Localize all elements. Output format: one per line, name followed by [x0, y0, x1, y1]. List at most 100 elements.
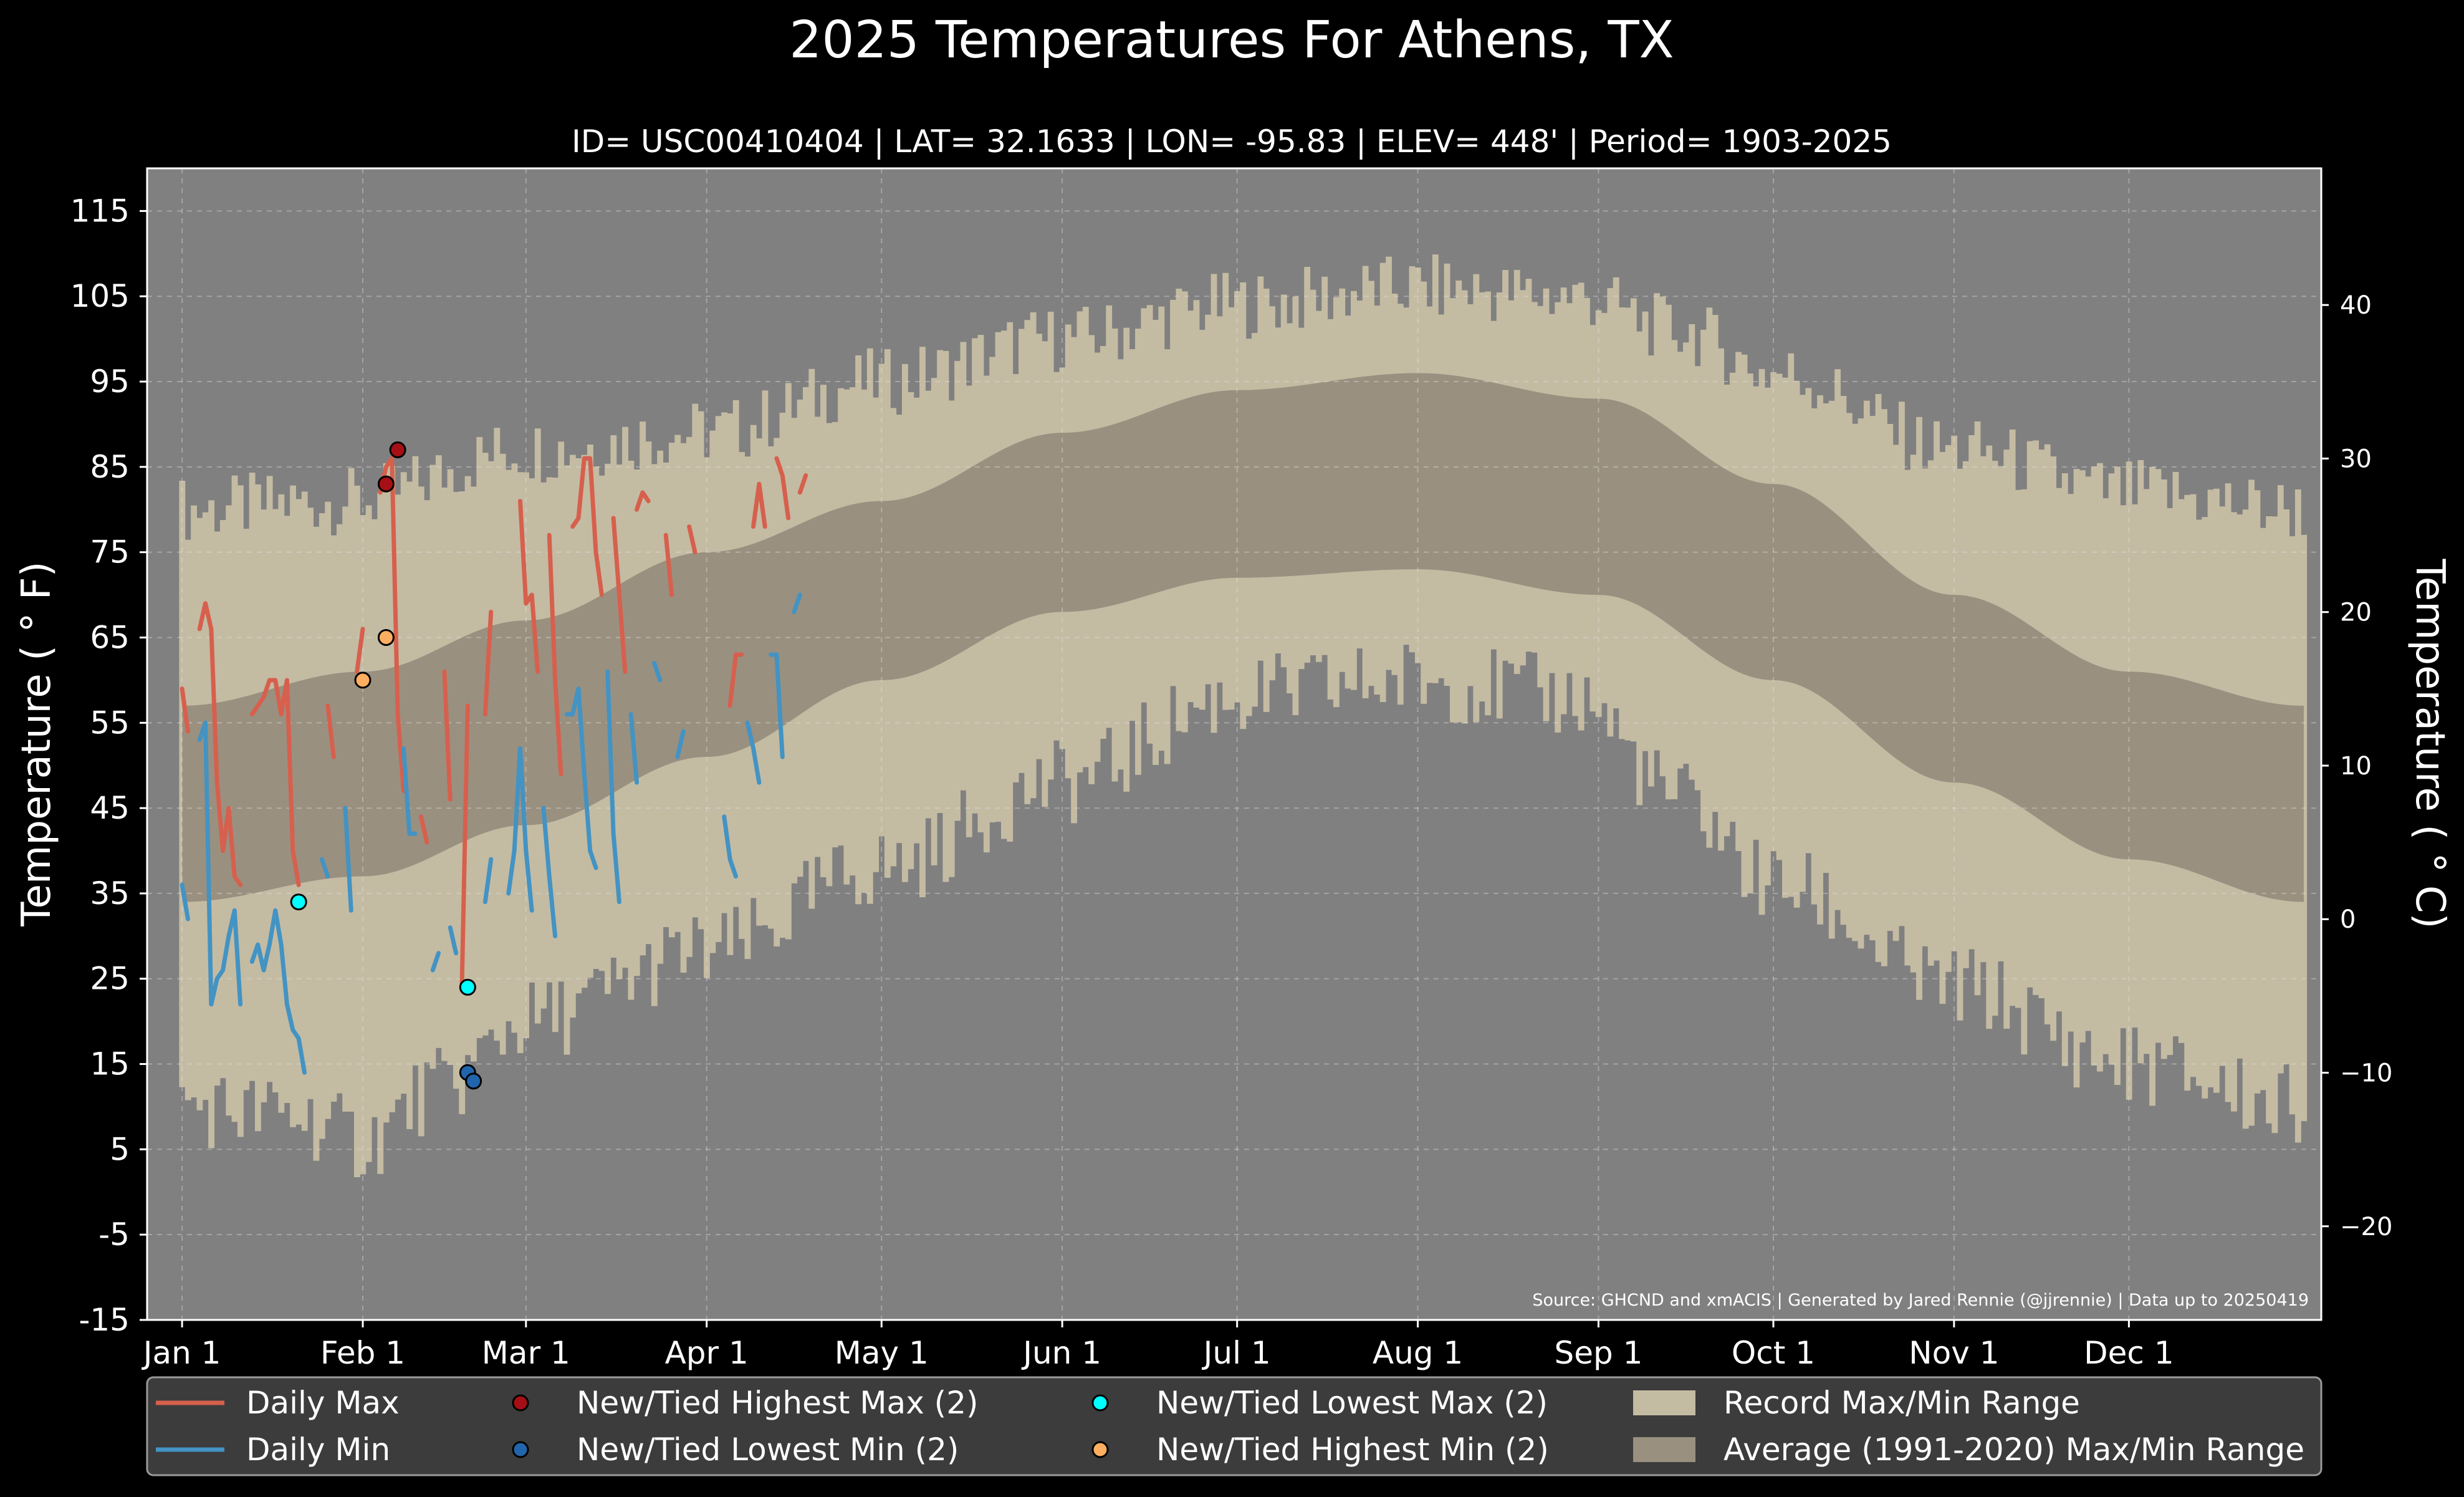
series-segment: [517, 499, 540, 674]
series-segment: [564, 686, 598, 870]
y-right-tick-label: 30: [2340, 445, 2372, 473]
legend-label: Record Max/Min Range: [1723, 1385, 2080, 1421]
y-tick-label: 85: [90, 449, 130, 485]
series-segment: [774, 456, 791, 521]
series-daily-max: [180, 456, 808, 989]
record-range-bar: [2301, 534, 2308, 1122]
legend-item: Average (1991-2020) Max/Min Range: [1633, 1432, 2304, 1468]
record-marker: [290, 893, 307, 911]
x-tick-label: Apr 1: [665, 1335, 749, 1371]
series-segment: [663, 532, 674, 597]
legend-marker-swatch: [512, 1394, 529, 1412]
legend-item: Daily Min: [156, 1432, 390, 1468]
y-tick-label: 95: [90, 363, 130, 400]
series-segment: [792, 592, 802, 614]
x-tick-label: Oct 1: [1732, 1335, 1815, 1371]
x-tick-label: Mar 1: [482, 1335, 570, 1371]
markers-new-tied-highest-max-2-: [377, 441, 406, 493]
y-tick-label: 5: [110, 1131, 130, 1167]
series-segment: [180, 686, 190, 734]
record-marker: [354, 671, 372, 689]
series-segment: [442, 669, 453, 802]
x-tick-label: Jan 1: [141, 1335, 221, 1371]
legend-item: New/Tied Lowest Min (2): [512, 1432, 959, 1468]
series-segment: [605, 669, 621, 905]
y-tick-label: 65: [90, 619, 130, 655]
series-segment: [482, 609, 494, 717]
series-segment: [448, 925, 459, 956]
source-note: Source: GHCND and xmACIS | Generated by …: [1532, 1291, 2309, 1310]
legend-label: New/Tied Lowest Max (2): [1156, 1385, 1548, 1421]
series-segment: [635, 490, 651, 512]
series-segment: [430, 951, 441, 973]
normal-range-band: [182, 373, 2304, 902]
y-tick-label: 55: [90, 705, 130, 741]
legend-label: Average (1991-2020) Max/Min Range: [1723, 1432, 2304, 1468]
series-segment: [727, 652, 744, 708]
legend-label: New/Tied Highest Min (2): [1156, 1432, 1549, 1468]
legend-label: New/Tied Highest Max (2): [577, 1385, 979, 1421]
y-right-tick-label: 40: [2340, 291, 2372, 320]
legend-patch-swatch: [1633, 1437, 1695, 1462]
series-segment: [570, 456, 604, 597]
y-tick-label: -15: [79, 1302, 130, 1338]
chart-title: 2025 Temperatures For Athens, TX: [789, 11, 1674, 70]
y-axis-label-right: Temperature ( ° C): [2407, 558, 2453, 928]
series-segment: [751, 481, 767, 529]
legend-patch-swatch: [1633, 1390, 1695, 1415]
series-segment: [355, 627, 365, 674]
series-segment: [378, 456, 406, 794]
series-segment: [459, 703, 470, 989]
y-right-tick-label: 20: [2340, 599, 2372, 627]
series-segment: [769, 652, 785, 759]
y-tick-label: 25: [90, 961, 130, 997]
series-segment: [611, 516, 628, 674]
series-segment: [506, 746, 534, 913]
y-tick-label: 75: [90, 534, 130, 570]
legend: Daily Max Daily Min New/Tied Highest Max (…: [146, 1376, 2323, 1476]
x-tick-label: May 1: [835, 1335, 929, 1371]
legend-item: New/Tied Lowest Max (2): [1091, 1385, 1548, 1421]
series-segment: [197, 720, 243, 1007]
series-daily-min: [180, 592, 802, 1075]
series-segment: [320, 857, 330, 879]
y-tick-label: 115: [70, 193, 130, 229]
series-segment: [325, 703, 336, 759]
x-tick-label: Aug 1: [1373, 1335, 1463, 1371]
series-segment: [482, 857, 494, 905]
legend-item: New/Tied Highest Max (2): [512, 1385, 979, 1421]
series-segment: [249, 908, 307, 1075]
record-marker: [465, 1072, 482, 1090]
legend-marker-swatch: [512, 1441, 529, 1458]
legend-marker-swatch: [1091, 1441, 1109, 1458]
series-segment: [343, 806, 353, 913]
markers-new-tied-lowest-max-2-: [290, 893, 476, 996]
legend-label: Daily Max: [246, 1385, 400, 1421]
x-tick-label: Sep 1: [1554, 1335, 1642, 1371]
series-segment: [797, 473, 808, 495]
plot-layer: [147, 168, 2321, 1321]
plot-frame: [146, 167, 2323, 1321]
y-right-tick-label: 0: [2340, 905, 2356, 934]
record-marker: [377, 628, 395, 646]
y-tick-label: -5: [98, 1216, 130, 1253]
axes-layer: -15 -5 5 15 25 35 45 55 65 75 85 95 105 115 −20 −10 0 10 2…: [70, 167, 2392, 1371]
record-marker: [377, 475, 395, 493]
y-right-tick-label: −20: [2340, 1213, 2392, 1241]
series-segment: [652, 661, 663, 683]
y-tick-label: 45: [90, 790, 130, 826]
legend-label: New/Tied Lowest Min (2): [577, 1432, 959, 1468]
y-right-tick-label: 10: [2340, 752, 2372, 781]
series-segment: [745, 720, 762, 785]
series-segment: [687, 524, 697, 555]
series-segment: [419, 814, 429, 845]
x-tick-label: Jun 1: [1021, 1335, 1101, 1371]
y-tick-label: 35: [90, 875, 130, 912]
series-segment: [249, 678, 301, 887]
record-marker: [389, 441, 406, 458]
series-segment: [675, 729, 686, 759]
series-segment: [180, 882, 190, 922]
markers-new-tied-highest-min-2-: [354, 628, 395, 689]
y-axis-label-left: Temperature ( ° F): [14, 561, 60, 927]
